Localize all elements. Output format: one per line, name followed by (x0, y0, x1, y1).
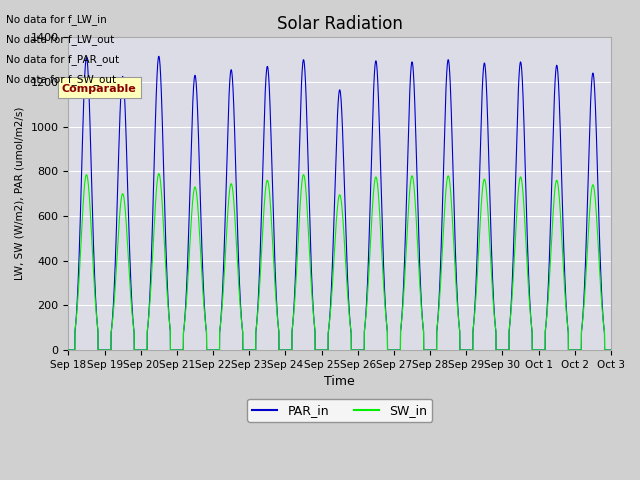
Text: No data for f_PAR_out: No data for f_PAR_out (6, 54, 120, 65)
Y-axis label: LW, SW (W/m2), PAR (umol/m2/s): LW, SW (W/m2), PAR (umol/m2/s) (15, 107, 25, 280)
Legend: PAR_in, SW_in: PAR_in, SW_in (248, 399, 432, 422)
Text: No data for f_LW_in: No data for f_LW_in (6, 13, 107, 24)
X-axis label: Time: Time (324, 375, 355, 388)
Text: No data for f_SW_out: No data for f_SW_out (6, 74, 116, 85)
Text: No data for f_LW_out: No data for f_LW_out (6, 34, 115, 45)
Text: Comparable: Comparable (62, 84, 136, 94)
Title: Solar Radiation: Solar Radiation (276, 15, 403, 33)
